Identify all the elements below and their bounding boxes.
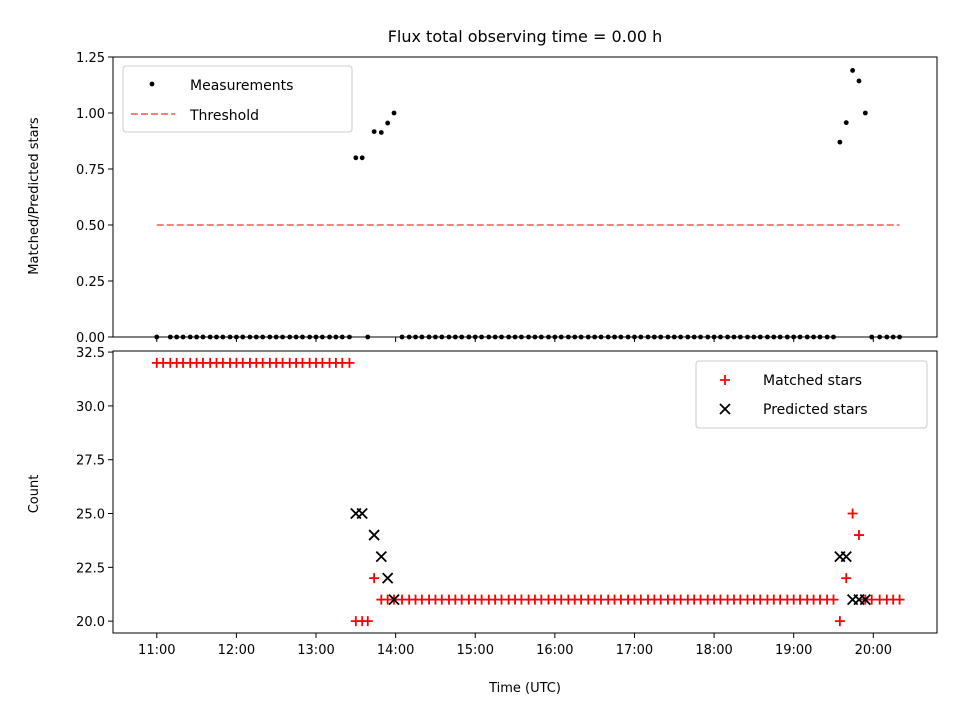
top-y-tick-label: 0.50 <box>76 219 105 234</box>
bottom-legend: Matched stars Predicted stars <box>695 360 928 429</box>
bottom-y-tick-label: 22.5 <box>76 561 105 576</box>
legend-label: Matched stars <box>763 373 862 389</box>
x-tick-label: 14:00 <box>377 643 414 658</box>
top-y-tick-label: 1.25 <box>76 51 105 66</box>
x-axis-label: Time (UTC) <box>488 681 561 696</box>
legend-label: Predicted stars <box>763 402 868 418</box>
predicted-star-point <box>382 572 394 584</box>
bottom-y-tick-label: 32.5 <box>76 346 105 361</box>
measurement-point <box>391 110 397 116</box>
measurement-point <box>843 120 849 126</box>
x-tick-label: 16:00 <box>536 643 573 658</box>
measurement-point <box>371 129 377 134</box>
matched-star-point <box>853 530 864 541</box>
measurement-point <box>837 139 843 145</box>
x-tick-label: 20:00 <box>855 643 892 658</box>
legend-label: Measurements <box>190 78 293 94</box>
measurement-point <box>862 110 868 116</box>
bottom-y-tick-label: 30.0 <box>76 400 105 415</box>
matched-star-point <box>362 616 373 627</box>
predicted-star-point <box>859 593 871 606</box>
x-tick-label: 19:00 <box>775 643 812 658</box>
x-tick-label: 15:00 <box>457 643 494 658</box>
bottom-panel: 20.0 22.5 25.0 27.5 30.0 32.5 11:00 12:00 13:00 1… <box>76 346 938 658</box>
top-panel: 0.00 0.25 0.50 0.75 1.00 1.25 Measurements Thre… <box>76 51 938 346</box>
legend-box <box>695 360 928 429</box>
matched-star-point <box>834 616 845 627</box>
matched-star-point <box>847 508 858 519</box>
bottom-plot-frame <box>112 350 938 634</box>
legend-matched-marker <box>720 375 730 385</box>
legend-label: Threshold <box>189 108 259 124</box>
predicted-star-point <box>840 550 852 563</box>
x-tick-label: 13:00 <box>297 643 334 658</box>
chart-title: Flux total observing time = 0.00 h <box>388 27 663 46</box>
x-tick-label: 12:00 <box>218 643 255 658</box>
matched-star-point <box>841 573 852 584</box>
measurement-point <box>850 68 856 73</box>
top-y-tick-label: 0.25 <box>76 275 105 290</box>
x-tick-label: 11:00 <box>138 643 175 658</box>
predicted-star-point <box>388 593 400 606</box>
legend-predicted-marker <box>719 403 731 415</box>
top-y-tick-label: 0.00 <box>76 331 105 346</box>
predicted-star-point <box>375 550 387 563</box>
predicted-star-point <box>368 529 380 541</box>
matched-star-point <box>828 594 839 605</box>
top-y-tick-label: 0.75 <box>76 163 105 178</box>
matched-star-point <box>894 594 905 605</box>
bottom-y-tick-label: 20.0 <box>76 615 105 630</box>
bottom-y-tick-label: 27.5 <box>76 454 105 469</box>
matched-star-point <box>369 573 380 584</box>
measurement-point <box>359 155 365 161</box>
legend-box <box>122 65 353 133</box>
measurement-point <box>378 130 384 135</box>
predicted-star-point <box>356 507 368 520</box>
top-legend: Measurements Threshold <box>122 65 353 133</box>
x-tick-label: 17:00 <box>616 643 653 658</box>
top-y-tick-label: 1.00 <box>76 107 105 122</box>
measurement-point <box>856 78 862 84</box>
top-y-axis-label: Matched/Predicted stars <box>27 117 42 275</box>
bottom-y-axis-label: Count <box>27 475 42 514</box>
bottom-y-tick-label: 25.0 <box>76 508 105 523</box>
top-plot-frame <box>112 56 938 338</box>
measurement-point <box>385 120 391 126</box>
legend-measurements-marker <box>149 81 155 87</box>
measurement-point <box>353 155 359 161</box>
matched-star-point <box>344 357 355 368</box>
x-tick-label: 18:00 <box>695 643 732 658</box>
